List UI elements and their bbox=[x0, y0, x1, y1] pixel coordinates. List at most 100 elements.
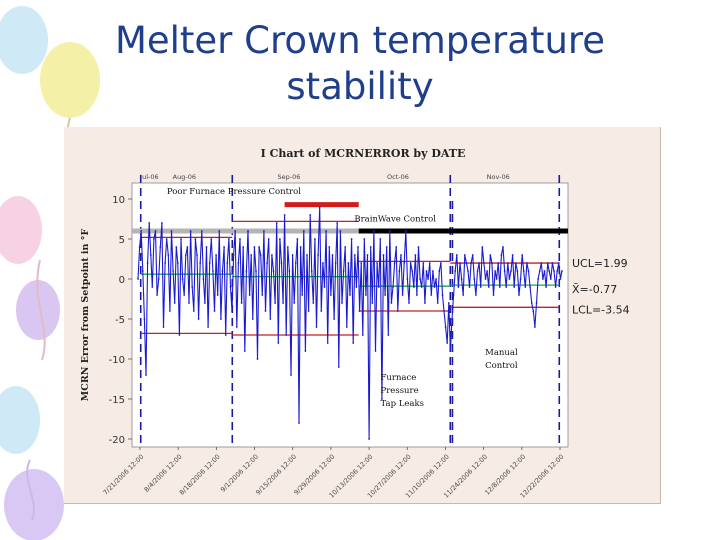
series-point bbox=[342, 270, 345, 272]
series-point bbox=[310, 270, 313, 272]
series-point bbox=[253, 246, 256, 248]
series-point bbox=[436, 302, 439, 304]
series-point bbox=[336, 222, 339, 224]
series-point bbox=[141, 270, 144, 272]
series-point bbox=[538, 270, 541, 272]
series-point bbox=[199, 262, 202, 264]
series-point bbox=[443, 310, 445, 312]
series-point bbox=[250, 254, 253, 256]
series-point bbox=[363, 238, 366, 240]
series-point bbox=[424, 302, 426, 304]
series-point bbox=[243, 350, 246, 352]
y-tick-label: 10 bbox=[112, 195, 125, 206]
series-point bbox=[183, 294, 186, 296]
month-labels: Jul-06 Aug-06 Sep-06 Oct-06 Nov-06 bbox=[139, 173, 510, 181]
series-point bbox=[350, 238, 353, 240]
series-point bbox=[392, 286, 394, 288]
series-point bbox=[280, 262, 283, 264]
annotation-manual-control-line: Manual bbox=[485, 348, 518, 358]
series-point bbox=[299, 246, 302, 248]
plot-area bbox=[131, 182, 569, 448]
series-point bbox=[373, 230, 375, 232]
series-point bbox=[503, 270, 506, 272]
series-point bbox=[388, 230, 391, 232]
series-point bbox=[240, 302, 243, 304]
series-point bbox=[251, 318, 254, 320]
series-point bbox=[151, 286, 154, 288]
series-point bbox=[368, 438, 370, 440]
series-point bbox=[296, 238, 299, 240]
series-point bbox=[285, 334, 288, 336]
series-point bbox=[433, 286, 436, 288]
series-point bbox=[518, 294, 520, 296]
month-label: Nov-06 bbox=[487, 173, 510, 181]
series-point bbox=[339, 230, 342, 232]
slide-title: Melter Crown temperature stability bbox=[60, 18, 660, 110]
series-point bbox=[325, 230, 327, 232]
series-point bbox=[557, 262, 560, 264]
series-point bbox=[138, 246, 141, 248]
series-point bbox=[508, 278, 511, 280]
series-point bbox=[153, 238, 155, 240]
series-point bbox=[172, 270, 174, 272]
series-point bbox=[470, 262, 472, 264]
series-point bbox=[271, 254, 273, 256]
series-point bbox=[237, 262, 240, 264]
month-label: Aug-06 bbox=[173, 173, 196, 181]
series-point bbox=[452, 294, 455, 296]
date-tick-label: 8/18/2006 12:00 bbox=[178, 453, 222, 497]
series-point bbox=[384, 294, 386, 296]
series-point bbox=[358, 310, 361, 312]
series-point bbox=[381, 398, 383, 400]
annotation-manual-control-line: Control bbox=[485, 361, 518, 371]
series-point bbox=[176, 262, 179, 264]
series-point bbox=[184, 254, 187, 256]
series-point bbox=[491, 262, 493, 264]
series-point bbox=[258, 246, 260, 248]
series-point bbox=[428, 262, 431, 264]
series-point bbox=[451, 318, 453, 320]
date-tick-label: 9/29/2006 12:00 bbox=[292, 453, 336, 497]
series-point bbox=[264, 310, 267, 312]
series-point bbox=[347, 262, 350, 264]
series-point bbox=[530, 302, 533, 304]
series-point bbox=[161, 222, 163, 224]
series-point bbox=[495, 278, 498, 280]
series-point bbox=[369, 246, 372, 248]
y-axis-ticks: 10 5 0 -5 -10 -15 -20 bbox=[109, 195, 132, 446]
y-tick-label: -5 bbox=[115, 315, 125, 326]
series-point bbox=[322, 262, 324, 264]
series-point bbox=[540, 262, 543, 264]
annotation-furnace-leaks-line: Pressure bbox=[381, 386, 419, 396]
series-point bbox=[140, 230, 143, 232]
series-point bbox=[376, 262, 378, 264]
series-point bbox=[191, 286, 194, 288]
series-point bbox=[561, 270, 563, 272]
series-point bbox=[546, 262, 549, 264]
series-point bbox=[385, 246, 388, 248]
series-point bbox=[414, 254, 417, 256]
series-point bbox=[146, 262, 149, 264]
date-tick-label: 12/8/2006 12:00 bbox=[483, 453, 527, 497]
series-point bbox=[357, 246, 359, 248]
series-point bbox=[532, 310, 535, 312]
series-point bbox=[269, 318, 272, 320]
series-point bbox=[398, 270, 401, 272]
series-point bbox=[220, 318, 222, 320]
series-point bbox=[455, 254, 458, 256]
series-point bbox=[167, 254, 170, 256]
series-point bbox=[409, 262, 412, 264]
annotation-furnace-leaks-line: Furnace bbox=[381, 373, 417, 383]
series-point bbox=[425, 270, 428, 272]
series-point bbox=[302, 230, 305, 232]
series-point bbox=[224, 334, 227, 336]
series-point bbox=[447, 302, 450, 304]
series-point bbox=[344, 246, 347, 248]
month-label: Sep-06 bbox=[278, 173, 301, 181]
series-point bbox=[212, 270, 214, 272]
series-point bbox=[164, 262, 166, 264]
series-point bbox=[328, 246, 331, 248]
series-point bbox=[462, 294, 465, 296]
series-point bbox=[393, 262, 396, 264]
